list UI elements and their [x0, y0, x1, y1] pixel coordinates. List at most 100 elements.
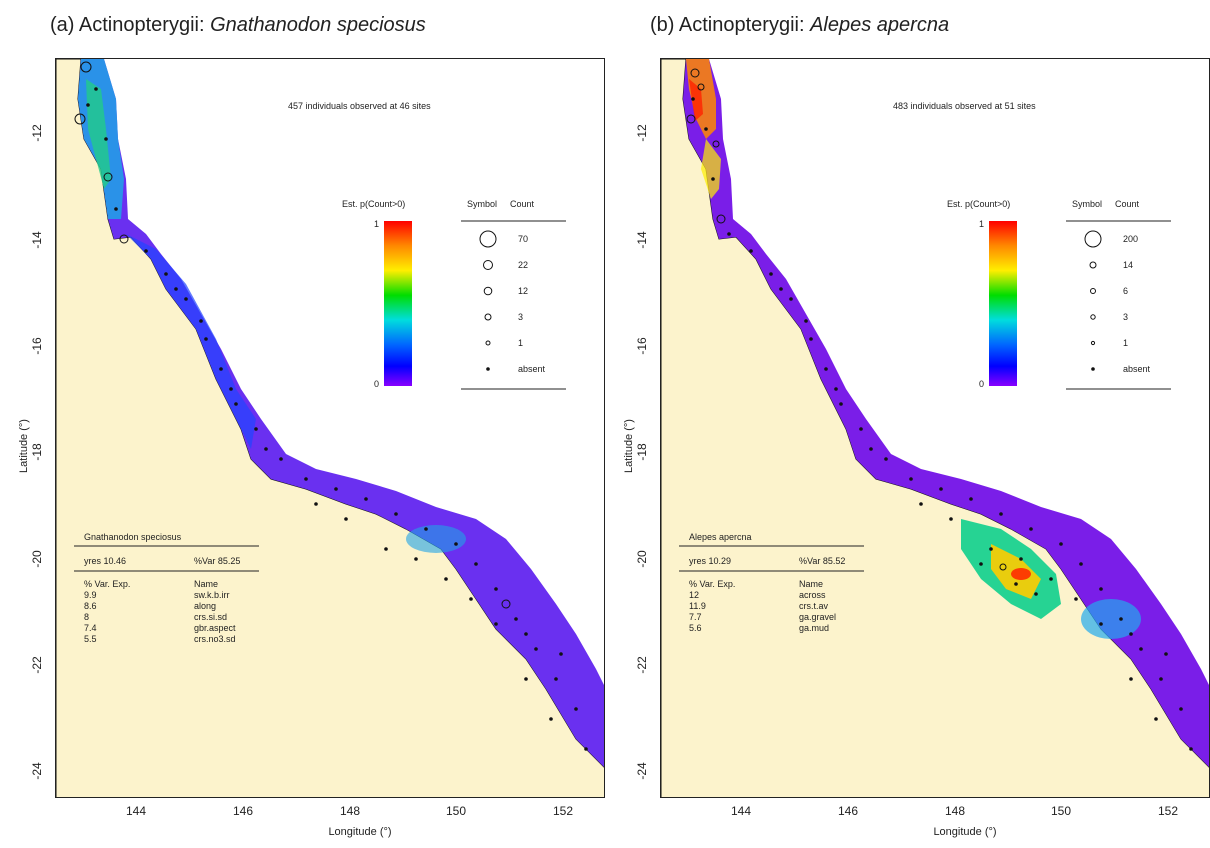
stats-row: 12 across: [689, 590, 836, 601]
var-exp: 11.9: [689, 601, 706, 611]
var-name: across: [799, 590, 826, 600]
count-label: 14: [1123, 260, 1134, 270]
count-label: 3: [518, 312, 524, 322]
y-tick: -12: [635, 124, 649, 142]
stats-table: % Var. Exp. Name 9.9 sw.k.b.irr 8.6 along 8…: [84, 579, 236, 645]
colorbar: [384, 221, 412, 386]
stats-species-name: Alepes apercna: [689, 532, 752, 542]
mid-prob-zone-coastal: [126, 234, 256, 449]
peak-prob-spot: [1011, 568, 1031, 580]
y-axis-label: Latitude (°): [18, 419, 30, 473]
y-tick: -16: [635, 337, 649, 355]
symbol-22: [483, 260, 493, 270]
var-name: crs.t.av: [799, 601, 829, 611]
stats-row: 5.5 crs.no3.sd: [84, 634, 236, 645]
y-tick: -20: [30, 550, 44, 568]
panel-title: (a) Actinopterygii: Gnathanodon speciosu…: [50, 14, 426, 37]
var-exp: 7.4: [84, 623, 97, 633]
stats-row: 8.6 along: [84, 601, 236, 612]
stats-row: 11.9 crs.t.av: [689, 601, 836, 612]
map-plot: 483 individuals observed at 51 sites Est…: [660, 58, 1210, 798]
x-tick: 150: [445, 804, 467, 818]
count-label: 3: [1123, 312, 1129, 322]
site-markers: [74, 61, 588, 751]
x-tick: 146: [837, 804, 859, 818]
stats-yres-row: yres 10.29 %Var 85.52: [689, 556, 845, 567]
colorbar-title: Est. p(Count>0): [342, 199, 406, 209]
stats-row: 8 crs.si.sd: [84, 612, 236, 623]
observation-note: 483 individuals observed at 51 sites: [893, 101, 1036, 111]
col-exp-header: % Var. Exp.: [689, 579, 736, 589]
title-prefix: (a) Actinopterygii:: [50, 14, 211, 36]
col-name-header: Name: [799, 579, 824, 589]
stats-species-name: Gnathanodon speciosus: [84, 532, 182, 542]
site-markers: [686, 68, 1193, 751]
symbol-header: Symbol: [467, 199, 498, 209]
y-tick: -22: [635, 656, 649, 674]
x-tick: 148: [339, 804, 361, 818]
x-tick: 150: [1050, 804, 1072, 818]
var-name: ga.gravel: [799, 612, 837, 622]
stats-row: 5.6 ga.mud: [689, 623, 836, 634]
stats-yres: yres 10.46: [84, 556, 127, 566]
map-svg: 457 individuals observed at 46 sites: [56, 59, 604, 797]
panel-title: (b) Actinopterygii: Alepes apercna: [650, 14, 949, 37]
var-exp: 9.9: [84, 590, 97, 600]
var-exp: 12: [689, 590, 700, 600]
y-tick: -14: [30, 231, 44, 249]
map-plot: 457 individuals observed at 46 sites Est…: [55, 58, 605, 798]
col-name-header: Name: [194, 579, 219, 589]
symbol-12: [483, 286, 493, 296]
mid-prob-zone-north: [701, 139, 721, 199]
y-tick: -24: [30, 762, 44, 780]
x-tick: 152: [552, 804, 574, 818]
y-tick: -16: [30, 337, 44, 355]
map-svg: 483 individuals observed at 51 sites: [661, 59, 1209, 797]
panel-b: (b) Actinopterygii: Alepes apercna: [605, 0, 1210, 848]
panel-a: (a) Actinopterygii: Gnathanodon speciosu…: [18, 14, 605, 838]
x-axis-label: Longitude (°): [933, 826, 997, 838]
x-tick: 144: [125, 804, 147, 818]
count-label: 70: [518, 234, 529, 244]
stats-row: 7.4 gbr.aspect: [84, 623, 236, 634]
count-label: 1: [518, 338, 524, 348]
colorbar-title: Est. p(Count>0): [947, 199, 1011, 209]
colorbar-max-label: 1: [374, 219, 380, 229]
var-name: along: [194, 601, 217, 611]
stats-var: %Var 85.52: [799, 556, 846, 566]
title-prefix: (b) Actinopterygii:: [650, 14, 811, 36]
count-label: 6: [1123, 286, 1129, 296]
count-header: Count: [510, 199, 535, 209]
var-exp: 8.6: [84, 601, 97, 611]
symbol-header: Symbol: [1072, 199, 1103, 209]
colorbar-max-label: 1: [979, 219, 985, 229]
y-axis-label: Latitude (°): [623, 419, 635, 473]
count-label: 12: [518, 286, 529, 296]
stats-yres: yres 10.29: [689, 556, 732, 566]
symbol-200: [1084, 230, 1102, 248]
title-species: Alepes apercna: [810, 14, 950, 36]
colorbar: [989, 221, 1017, 386]
symbol-1: [485, 340, 491, 346]
x-axis-label: Longitude (°): [328, 826, 392, 838]
mid-prob-patch: [406, 525, 466, 553]
symbol-6: [1090, 288, 1096, 294]
symbol-3: [1090, 314, 1096, 320]
high-prob-zone-north-core: [86, 79, 111, 189]
symbol-14: [1089, 261, 1097, 269]
symbol-1: [1090, 340, 1096, 346]
mid-prob-patch: [1081, 599, 1141, 639]
col-exp-header: % Var. Exp.: [84, 579, 131, 589]
stats-var: %Var 85.25: [194, 556, 241, 566]
y-tick: -20: [635, 550, 649, 568]
var-exp: 5.6: [689, 623, 702, 633]
count-header: Count: [1115, 199, 1140, 209]
var-exp: 7.7: [689, 612, 702, 622]
var-name: ga.mud: [799, 623, 830, 633]
stats-row: 9.9 sw.k.b.irr: [84, 590, 236, 601]
x-tick: 148: [944, 804, 966, 818]
symbol-absent: [1091, 367, 1095, 371]
y-tick: -12: [30, 124, 44, 142]
var-name: crs.si.sd: [194, 612, 228, 622]
x-tick: 152: [1157, 804, 1179, 818]
